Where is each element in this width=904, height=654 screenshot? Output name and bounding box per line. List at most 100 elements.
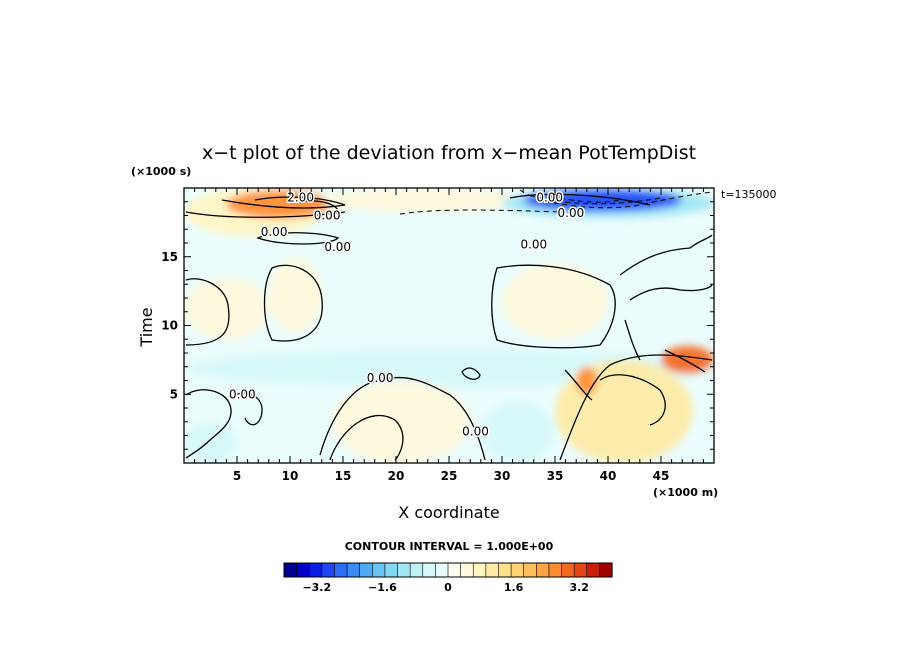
contour-region [480,401,555,463]
colorbar-swatch [485,562,500,578]
contour-line [491,264,616,349]
colorbar-swatch [397,562,411,578]
contour-region [576,366,598,395]
contour-label: 2.00 [287,191,314,205]
colorbar-swatch [548,562,563,578]
contour-line [234,392,263,426]
colorbar-swatch [460,562,474,578]
contour-region [321,188,524,213]
contour-line [599,374,666,426]
contour-label: 0.00 [536,191,563,205]
x-tick-label: 25 [441,469,458,483]
colorbar-swatch [472,562,487,578]
contour-region [268,256,322,333]
contour-line [629,284,713,301]
x-tick-label: 30 [494,469,511,483]
contour-line [263,264,323,342]
colorbar-swatch [435,562,449,578]
colorbar-swatch [283,562,298,578]
contour-line [664,349,706,373]
chart-title: x−t plot of the deviation from x−mean Po… [202,142,696,164]
colorbar-swatch [359,562,373,578]
contour-region [332,380,471,463]
colorbar-tick-label: −3.2 [302,581,331,594]
contour-line [221,199,346,209]
x-axis-label: X coordinate [398,503,499,522]
contour-label: 0.00 [558,206,585,220]
contour-labels: 2.000.000.000.00 0.000.000.000.000.000.00 [227,189,585,440]
x-unit-label: (×1000 m) [653,486,718,499]
plot-area: 2.000.000.000.00 0.000.000.000.000.000.00 [184,188,714,463]
time-label: t=135000 [721,188,777,201]
colorbar-swatch [422,562,436,578]
contour-line [185,278,230,346]
contour-line [619,234,713,276]
colorbar-labels: −3.2 −1.6 0 1.6 3.2 [302,581,589,594]
colorbar [283,562,613,578]
x-tick-label: 10 [282,469,299,483]
x-tick-label: 5 [233,469,241,483]
contour-region [502,263,608,340]
x-tick-label: 15 [335,469,352,483]
contour-line-negative [399,209,561,215]
contour-line [304,200,339,211]
contour-line [559,354,713,461]
contour-region [661,346,714,374]
colorbar-swatch [573,562,588,578]
colorbar-swatch [372,562,386,578]
x-tick-label: 35 [547,469,564,483]
y-axis-label: Time [137,307,156,347]
contour-line [185,211,346,218]
colorbar-swatch [599,562,613,578]
contour-line [624,319,641,361]
colorbar-tick-label: 1.6 [504,581,524,594]
y-tick-label: 5 [170,387,178,401]
contour-line-negative [519,189,713,209]
colorbar-swatch [510,562,525,578]
contour-fill-layer [184,188,714,463]
x-tick-label: 40 [600,469,617,483]
contour-line [319,376,486,461]
colorbar-swatch [321,562,336,578]
colorbar-swatch [561,562,575,578]
contour-line-negative [529,194,661,205]
contour-label: 0.00 [324,240,351,254]
colorbar-swatch [308,562,323,578]
contour-line [329,414,404,461]
contour-line [254,196,346,206]
colorbar-swatch [409,562,424,578]
contour-label: 0.00 [367,371,394,385]
colorbar-swatch [498,562,512,578]
colorbar-swatch [523,562,537,578]
colorbar-swatch [384,562,399,578]
contour-label: 0.00 [520,237,547,251]
contour-line [185,389,232,459]
colorbar-tick-label: 3.2 [569,581,589,594]
contour-label: 0.00 [462,424,489,438]
colorbar-swatch [334,562,348,578]
contour-line-negative [559,197,621,203]
colorbar-swatch [536,562,550,578]
colorbar-frame [283,562,613,578]
x-tick-label: 45 [653,469,670,483]
contour-label: 0.00 [314,209,341,223]
axis-ticks: 5 10 15 20 25 30 35 40 45 5 10 15 [161,188,714,483]
contour-label: 0.00 [261,225,288,239]
contour-interval-text: CONTOUR INTERVAL = 1.000E+00 [345,540,554,553]
colorbar-swatch [296,562,310,578]
y-tick-label: 10 [161,319,178,333]
contour-line [256,232,340,245]
contour-region [184,421,237,463]
x-tick-label: 20 [388,469,405,483]
contour-region [184,277,269,340]
y-unit-label: (×1000 s) [131,165,191,178]
contour-lines [185,193,713,461]
negative-contour-lines [399,189,713,215]
colorbar-tick-label: −1.6 [368,581,397,594]
colorbar-swatch [447,562,462,578]
colorbar-swatch [586,562,600,578]
contour-label: 0.00 [229,387,256,401]
y-tick-label: 15 [161,250,178,264]
contour-line [564,369,593,401]
